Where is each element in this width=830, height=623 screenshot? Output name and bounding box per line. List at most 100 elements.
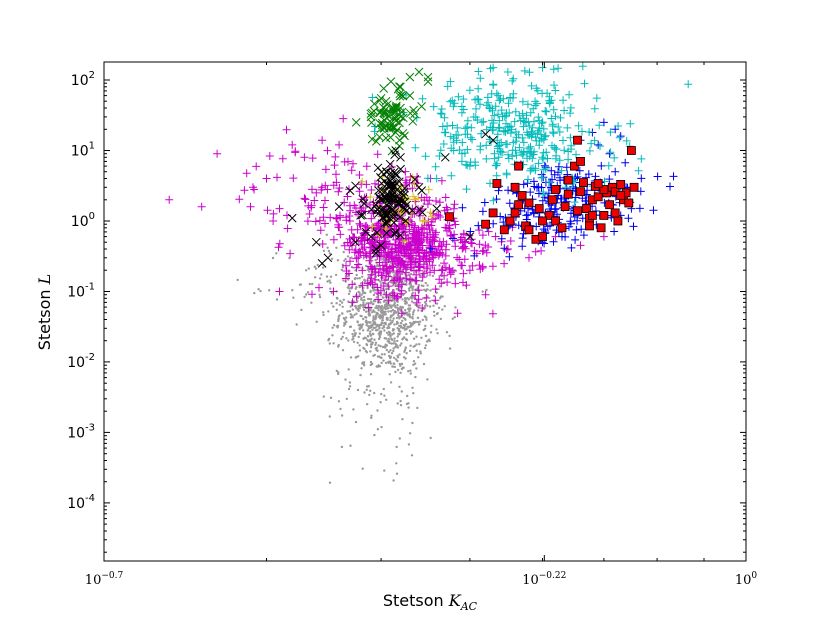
data-point: [489, 196, 498, 205]
data-point: [402, 323, 405, 327]
data-point: [384, 343, 387, 346]
data-point: [358, 194, 368, 204]
data-point: [411, 291, 420, 300]
data-point: [669, 172, 678, 181]
data-point: [383, 329, 386, 332]
data-point: [378, 331, 381, 334]
data-point: [542, 107, 551, 116]
data-point: [335, 369, 338, 373]
data-point: [519, 138, 528, 147]
data-point: [315, 283, 323, 292]
data-point: [504, 150, 513, 159]
data-point: [431, 228, 440, 237]
data-point: [517, 191, 527, 200]
data-point: [404, 318, 407, 321]
data-point: [385, 348, 389, 352]
data-point: [534, 204, 544, 214]
data-point: [380, 192, 389, 202]
data-point: [366, 109, 376, 119]
data-point: [332, 324, 336, 327]
data-point: [410, 175, 420, 184]
data-point: [385, 318, 389, 321]
data-point: [369, 330, 372, 333]
data-point: [399, 364, 402, 367]
data-point: [386, 118, 396, 128]
data-point: [396, 82, 405, 92]
data-point: [361, 275, 364, 278]
data-point: [369, 350, 372, 353]
data-point: [378, 212, 388, 222]
data-point: [527, 127, 536, 136]
data-point: [396, 346, 400, 349]
data-point: [418, 208, 427, 217]
data-point: [381, 319, 385, 322]
data-point: [411, 322, 414, 325]
data-point: [461, 237, 470, 246]
data-point: [372, 228, 382, 237]
data-point: [326, 213, 335, 222]
data-point: [335, 184, 344, 192]
data-point: [395, 177, 404, 187]
data-point: [380, 311, 383, 314]
data-point: [362, 301, 365, 305]
data-point: [509, 138, 518, 147]
data-point: [394, 370, 397, 374]
data-point: [345, 316, 348, 319]
data-point: [535, 116, 544, 125]
data-point: [405, 352, 408, 355]
data-point: [447, 231, 456, 240]
data-point: [363, 391, 366, 394]
data-point: [283, 224, 292, 233]
data-point: [431, 274, 435, 278]
data-point: [417, 102, 426, 111]
data-point: [329, 281, 332, 284]
data-point: [556, 176, 565, 185]
data-point: [458, 138, 467, 147]
data-point: [405, 332, 408, 336]
data-point: [363, 364, 366, 367]
data-point: [477, 118, 486, 127]
data-point: [345, 201, 354, 210]
data-point: [403, 300, 406, 303]
data-point: [538, 118, 547, 127]
data-point: [323, 146, 332, 155]
data-point: [274, 243, 283, 252]
data-point: [592, 94, 601, 103]
data-point: [358, 281, 367, 290]
data-point: [637, 174, 646, 183]
data-point: [384, 310, 387, 313]
data-point: [684, 80, 693, 89]
data-point: [304, 269, 308, 272]
data-point: [531, 166, 540, 175]
data-point: [578, 62, 587, 71]
data-point: [369, 373, 373, 376]
data-point: [526, 188, 535, 197]
data-point: [415, 335, 418, 338]
data-point: [382, 167, 392, 177]
data-point: [358, 344, 361, 347]
data-point: [369, 334, 372, 337]
data-point: [300, 153, 309, 162]
data-point: [367, 186, 376, 194]
data-point: [404, 357, 407, 360]
data-point: [363, 278, 366, 282]
data-point: [426, 304, 429, 307]
data-point: [358, 177, 367, 186]
data-point: [378, 261, 387, 270]
data-point: [413, 362, 417, 365]
data-point: [412, 285, 415, 288]
data-point: [391, 365, 394, 368]
data-point: [549, 237, 558, 246]
data-point: [383, 394, 386, 397]
data-point: [616, 132, 625, 141]
data-point: [273, 173, 281, 182]
data-point: [340, 337, 343, 341]
data-point: [409, 272, 413, 276]
data-point: [380, 392, 383, 396]
data-point: [532, 99, 541, 108]
data-point: [425, 225, 434, 234]
data-point: [412, 392, 415, 395]
data-point: [365, 388, 368, 391]
data-point: [523, 100, 532, 109]
data-point: [396, 339, 399, 343]
